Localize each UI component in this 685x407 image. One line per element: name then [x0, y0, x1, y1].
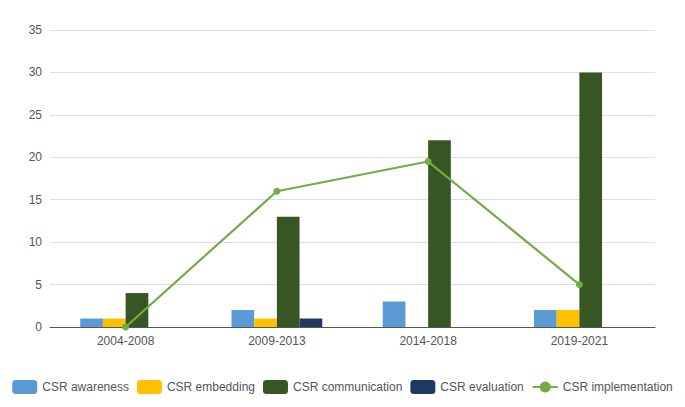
- svg-text:0: 0: [35, 320, 42, 334]
- svg-text:CSR communication: CSR communication: [293, 380, 402, 394]
- svg-text:CSR awareness: CSR awareness: [42, 380, 129, 394]
- svg-text:35: 35: [29, 23, 43, 37]
- svg-text:CSR implementation: CSR implementation: [563, 380, 673, 394]
- svg-text:5: 5: [35, 278, 42, 292]
- svg-text:30: 30: [29, 65, 43, 79]
- svg-text:15: 15: [29, 193, 43, 207]
- svg-text:2004-2008: 2004-2008: [97, 334, 155, 348]
- svg-text:CSR embedding: CSR embedding: [167, 380, 255, 394]
- svg-text:20: 20: [29, 150, 43, 164]
- svg-text:10: 10: [29, 235, 43, 249]
- svg-text:2009-2013: 2009-2013: [248, 334, 306, 348]
- svg-text:2014-2018: 2014-2018: [399, 334, 457, 348]
- svg-text:2019-2021: 2019-2021: [551, 334, 609, 348]
- svg-text:CSR evaluation: CSR evaluation: [440, 380, 523, 394]
- svg-text:25: 25: [29, 108, 43, 122]
